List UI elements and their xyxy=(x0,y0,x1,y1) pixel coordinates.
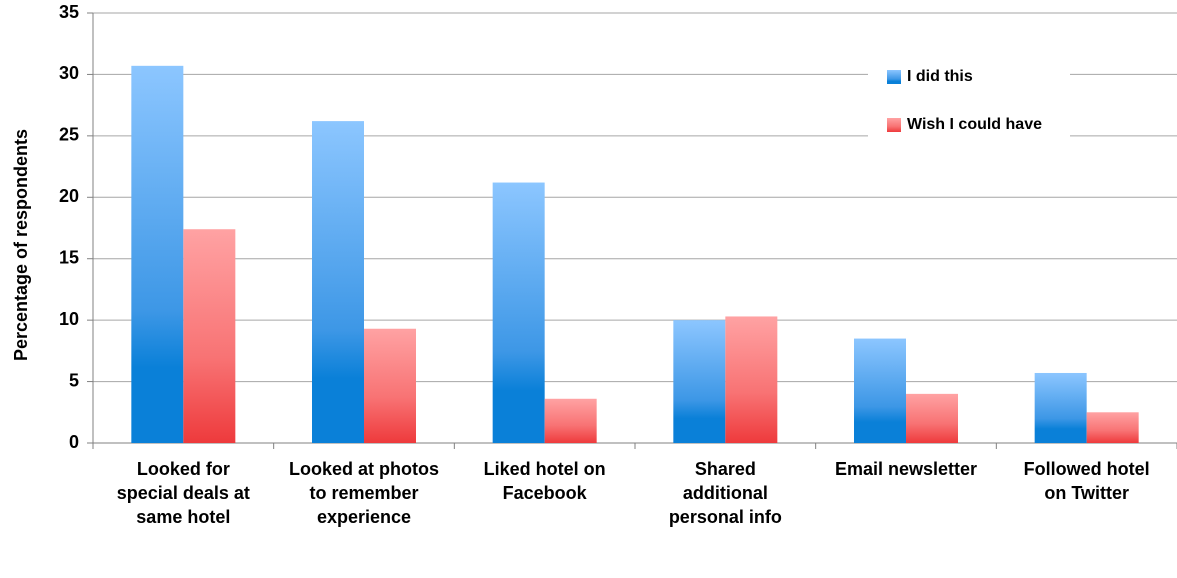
x-tick-label: Email newsletter xyxy=(834,459,978,479)
x-tick-label: Looked for special deals at same hotel xyxy=(116,459,250,527)
y-tick-label: 5 xyxy=(69,370,79,390)
y-tick-label: 20 xyxy=(59,186,79,206)
y-tick-label: 30 xyxy=(59,63,79,83)
x-tick-label: Followed hotel on Twitter xyxy=(1023,459,1150,503)
bar xyxy=(1034,372,1087,443)
y-tick-label: 35 xyxy=(59,2,79,22)
bar xyxy=(673,320,726,443)
x-tick-label: Liked hotel on Facebook xyxy=(483,459,606,503)
x-tick-label: Looked at photos to remember experience xyxy=(289,459,439,527)
y-tick-label: 25 xyxy=(59,125,79,145)
legend-swatch xyxy=(887,118,901,132)
x-tick-label: Shared additional personal info xyxy=(668,459,782,527)
bar xyxy=(492,182,545,444)
bar xyxy=(364,328,416,443)
y-tick-label: 0 xyxy=(69,432,79,452)
y-axis-label: Percentage of respondents xyxy=(11,129,31,361)
bar xyxy=(906,393,958,443)
y-tick-label: 10 xyxy=(59,309,79,329)
bar xyxy=(854,338,906,443)
bar xyxy=(312,121,364,443)
legend-box xyxy=(868,58,1070,160)
bar xyxy=(183,229,236,443)
legend-label: Wish I could have xyxy=(907,116,1042,133)
y-tick-label: 15 xyxy=(59,247,79,267)
bar xyxy=(544,398,597,443)
bar xyxy=(1086,412,1139,443)
legend-swatch xyxy=(887,70,901,84)
bar xyxy=(131,65,184,443)
legend-label: I did this xyxy=(907,68,973,85)
bar xyxy=(725,316,778,443)
